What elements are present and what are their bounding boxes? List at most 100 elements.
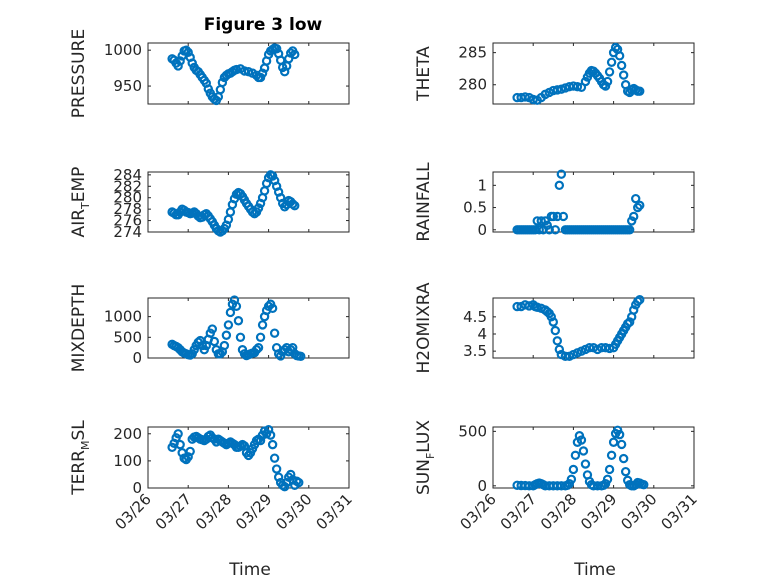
data-points — [512, 295, 645, 361]
data-point — [290, 201, 300, 211]
data-point — [604, 343, 615, 354]
data-points — [512, 425, 649, 491]
y-tick-label: 0 — [477, 221, 487, 239]
data-point — [618, 453, 629, 464]
data-point — [540, 216, 550, 226]
data-point — [550, 225, 561, 235]
data-point — [235, 332, 246, 343]
y-axis-label: PRESSURE — [69, 29, 89, 118]
subplot-rainfall: 0 0.5 1 RAINFALL — [414, 162, 695, 242]
data-point — [257, 68, 268, 78]
data-point — [544, 225, 554, 235]
data-point — [271, 44, 282, 54]
data-point — [614, 429, 625, 440]
data-point — [271, 464, 282, 474]
data-points — [512, 169, 645, 235]
data-point — [626, 216, 637, 226]
data-points — [167, 295, 306, 362]
data-point — [223, 320, 234, 330]
data-point — [253, 342, 264, 353]
data-point — [554, 344, 565, 355]
data-point — [550, 325, 561, 336]
y-tick-label: 3.5 — [463, 342, 487, 360]
data-point — [639, 480, 649, 490]
y-tick-label: 950 — [113, 77, 142, 95]
y-tick-label: 1000 — [104, 308, 142, 326]
y-tick-label: 0 — [132, 349, 142, 367]
data-point — [267, 171, 278, 181]
data-point — [255, 332, 266, 343]
figure-title: Figure 3 low — [204, 15, 323, 35]
data-point — [221, 330, 232, 340]
data-point — [173, 61, 183, 71]
x-tick-label: 03/31 — [658, 490, 701, 533]
data-point — [580, 76, 591, 87]
y-tick-label: 280 — [113, 189, 142, 207]
data-point — [624, 225, 635, 235]
data-point — [185, 446, 195, 457]
data-point — [624, 317, 635, 327]
data-point — [606, 57, 617, 67]
data-point — [267, 303, 278, 314]
data-point — [207, 324, 218, 334]
subplot-h2omixra: 3.544.5 H2OMIXRA — [414, 282, 695, 374]
y-tick-label: 274 — [113, 223, 142, 241]
data-point — [610, 42, 621, 53]
data-point — [570, 450, 581, 461]
data-point — [233, 316, 244, 326]
y-tick-label: 276 — [113, 212, 142, 230]
y-tick-label: 200 — [113, 425, 142, 443]
subplot-pressure: 950 1000 PRESSURE — [69, 29, 350, 118]
y-tick-label: 500 — [458, 422, 487, 440]
data-point — [592, 481, 603, 491]
data-point — [528, 94, 538, 105]
y-axis-label: RAINFALL — [414, 162, 434, 242]
y-axis-label: H2OMIXRA — [414, 282, 434, 373]
y-tick-label: 280 — [458, 76, 487, 94]
data-point — [296, 351, 306, 362]
data-point — [568, 464, 579, 475]
data-point — [294, 477, 304, 488]
data-point — [512, 301, 522, 312]
data-point — [600, 81, 611, 91]
y-tick-label: 285 — [458, 44, 487, 62]
data-point — [635, 295, 645, 305]
data-point — [229, 194, 240, 204]
data-point — [534, 225, 544, 235]
data-point — [269, 328, 280, 338]
data-point — [552, 85, 563, 95]
x-tick-label: 03/28 — [537, 490, 580, 533]
y-tick-label: 1000 — [104, 41, 142, 59]
data-point — [556, 169, 567, 179]
data-point — [572, 81, 583, 92]
data-point — [631, 193, 641, 204]
subplot-theta: 280 285 THETA — [414, 42, 695, 105]
data-point — [225, 307, 236, 318]
data-point — [558, 211, 569, 222]
data-point — [620, 466, 631, 477]
data-point — [552, 336, 563, 346]
y-axis-label: THETA — [414, 46, 434, 102]
data-point — [265, 430, 276, 440]
x-axis-label-right: Time — [573, 560, 616, 580]
y-tick-label: 0.5 — [463, 199, 487, 217]
x-tick-label: 03/30 — [617, 490, 660, 533]
data-point — [183, 47, 193, 58]
x-tick-label: 03/29 — [577, 490, 620, 533]
data-point — [209, 336, 220, 347]
data-points — [167, 43, 300, 106]
data-point — [520, 92, 530, 102]
y-axis-label: AIRTEMP — [69, 167, 92, 238]
subplot-mixdepth: 0 500 1000 MIXDEPTH — [69, 284, 350, 372]
x-tick-label: 03/27 — [152, 490, 195, 533]
data-point — [536, 216, 546, 226]
data-point — [602, 474, 613, 484]
data-point — [580, 459, 591, 469]
y-tick-label: 1 — [477, 176, 487, 194]
data-point — [290, 49, 300, 60]
axes-box — [492, 426, 695, 489]
data-point — [554, 180, 565, 191]
data-point — [173, 429, 183, 439]
data-point — [556, 481, 567, 491]
